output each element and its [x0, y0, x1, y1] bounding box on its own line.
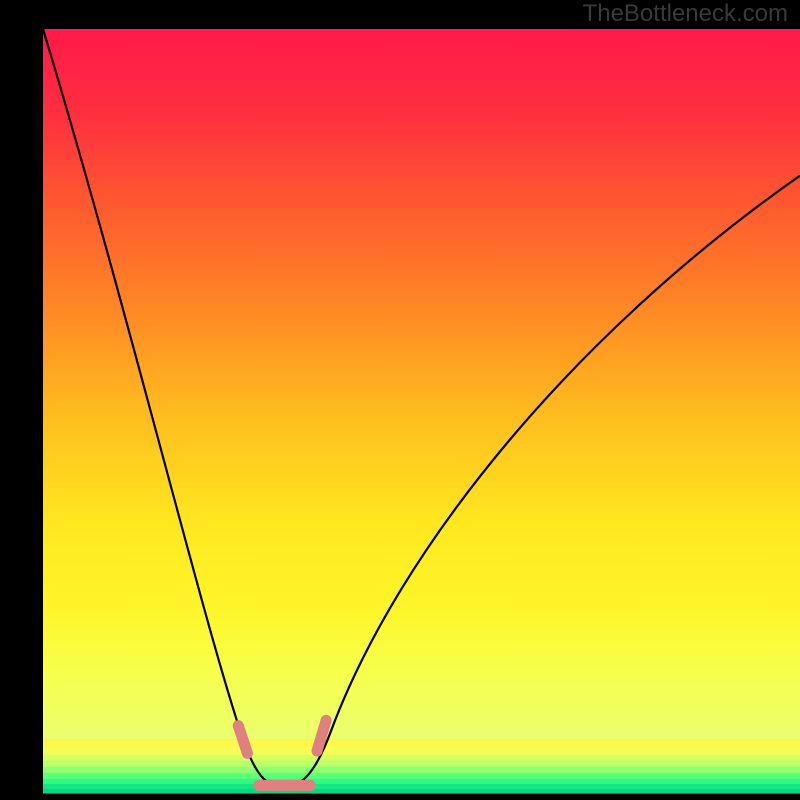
green-band: [43, 784, 800, 790]
green-band: [43, 748, 800, 756]
green-band: [43, 740, 800, 749]
watermark-text: TheBottleneck.com: [583, 0, 788, 28]
green-band: [43, 761, 800, 768]
green-band: [43, 779, 800, 785]
chart-container: TheBottleneck.com: [0, 0, 800, 800]
green-band: [43, 773, 800, 780]
green-band: [43, 767, 800, 774]
heat-gradient: [43, 29, 800, 740]
green-band: [43, 755, 800, 762]
bottleneck-curve-chart: [0, 0, 800, 800]
green-band: [43, 789, 800, 794]
